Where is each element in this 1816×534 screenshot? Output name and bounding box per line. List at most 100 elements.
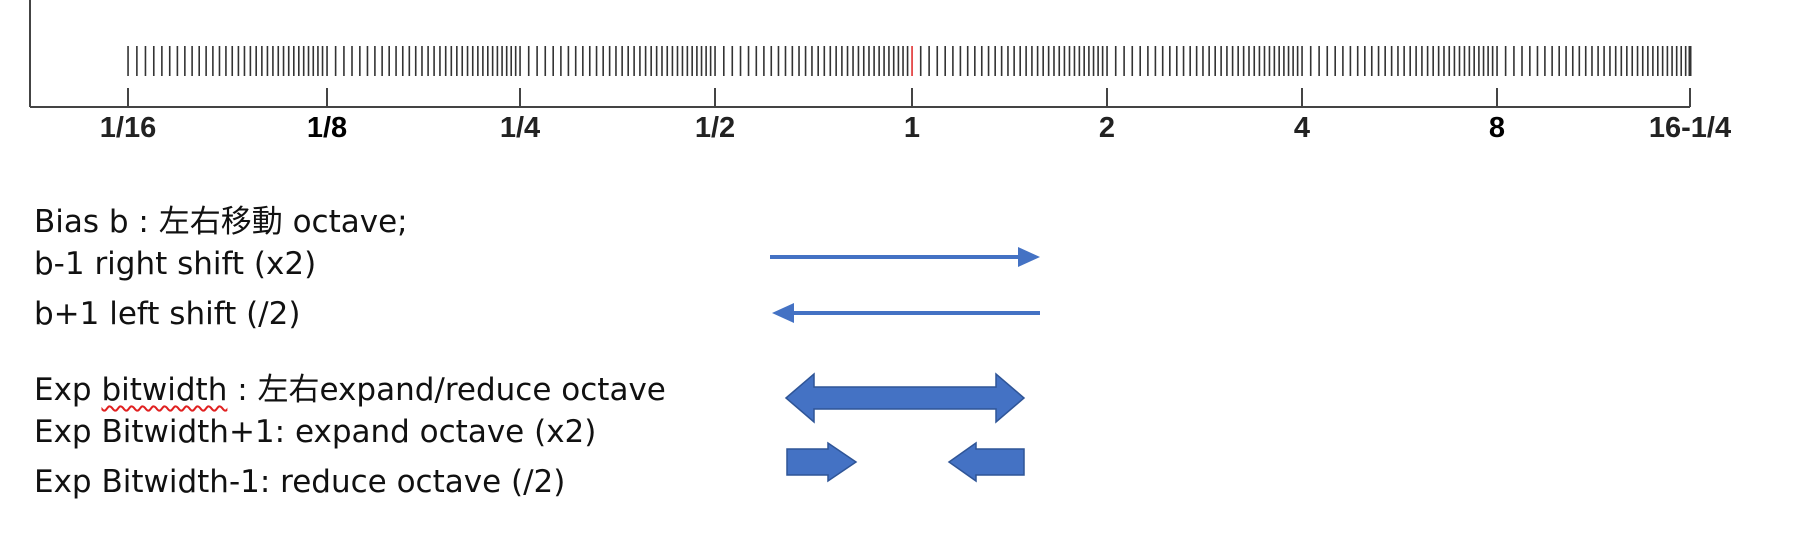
value-bar bbox=[1253, 46, 1256, 76]
value-bar bbox=[439, 46, 441, 76]
value-bar bbox=[1053, 46, 1055, 76]
bias-minus-note: b-1 right shift (x2) bbox=[34, 246, 317, 282]
value-bar bbox=[1273, 46, 1276, 76]
value-bar bbox=[1195, 46, 1198, 76]
value-bar bbox=[582, 46, 584, 76]
value-bar bbox=[700, 46, 703, 76]
value-bar bbox=[1448, 46, 1451, 76]
value-bar bbox=[343, 46, 345, 76]
value-bar bbox=[1097, 46, 1099, 76]
value-bar bbox=[1504, 46, 1507, 76]
value-bar bbox=[1432, 46, 1434, 76]
value-bar bbox=[1571, 46, 1574, 76]
value-bar bbox=[1278, 46, 1280, 76]
value-bar bbox=[691, 46, 693, 76]
value-bar bbox=[334, 46, 337, 76]
value-bar bbox=[878, 46, 880, 76]
value-bar bbox=[883, 46, 885, 76]
value-bar bbox=[739, 46, 742, 76]
value-bar bbox=[1397, 46, 1399, 76]
value-bar bbox=[519, 46, 521, 76]
value-bar bbox=[1248, 46, 1250, 76]
value-bar bbox=[868, 46, 870, 76]
value-bar bbox=[505, 46, 508, 76]
value-bar bbox=[1169, 46, 1171, 76]
value-bar bbox=[1675, 46, 1678, 76]
value-bar bbox=[994, 46, 996, 76]
value-bar bbox=[1443, 46, 1445, 76]
value-bar bbox=[1626, 46, 1628, 76]
value-bar bbox=[987, 46, 990, 76]
value-bar bbox=[401, 46, 404, 76]
value-bar bbox=[1591, 46, 1593, 76]
value-bar bbox=[255, 46, 257, 76]
value-bar bbox=[1283, 46, 1285, 76]
value-bar bbox=[1657, 46, 1659, 76]
value-bar bbox=[1614, 46, 1617, 76]
value-bar bbox=[1326, 46, 1329, 76]
value-bar bbox=[205, 46, 207, 76]
value-bar bbox=[1496, 46, 1498, 76]
value-bar bbox=[1647, 46, 1649, 76]
value-bar bbox=[1025, 46, 1027, 76]
value-bar bbox=[321, 46, 324, 76]
value-bar bbox=[359, 46, 361, 76]
value-bar bbox=[671, 46, 674, 76]
value-bar bbox=[639, 46, 641, 76]
value-bar bbox=[496, 46, 499, 76]
value-bar bbox=[527, 46, 530, 76]
value-one-bar bbox=[911, 46, 913, 76]
value-bar bbox=[466, 46, 469, 76]
value-bar bbox=[1426, 46, 1429, 76]
value-bar bbox=[297, 46, 300, 76]
value-bar bbox=[681, 46, 684, 76]
value-bar bbox=[1073, 46, 1076, 76]
value-bar bbox=[282, 46, 285, 76]
value-bar bbox=[829, 46, 832, 76]
value-bar bbox=[1529, 46, 1531, 76]
expand-reduce-double-arrow-icon bbox=[784, 372, 1026, 424]
tick-label: 16-1/4 bbox=[1648, 112, 1732, 144]
value-bar bbox=[501, 46, 503, 76]
value-bar bbox=[1036, 46, 1039, 76]
value-bar bbox=[567, 46, 570, 76]
value-bar bbox=[536, 46, 538, 76]
value-bar bbox=[302, 46, 305, 76]
value-bar bbox=[514, 46, 517, 76]
value-bar bbox=[1578, 46, 1581, 76]
value-bar bbox=[817, 46, 819, 76]
value-bar bbox=[709, 46, 712, 76]
value-bar bbox=[811, 46, 813, 76]
value-bar bbox=[1301, 46, 1303, 76]
value-bar bbox=[1513, 46, 1515, 76]
value-bar bbox=[1666, 46, 1669, 76]
value-bar bbox=[615, 46, 617, 76]
value-bar bbox=[906, 46, 909, 76]
value-bar bbox=[1551, 46, 1553, 76]
value-bar bbox=[491, 46, 494, 76]
value-bar bbox=[1147, 46, 1149, 76]
value-bar bbox=[686, 46, 689, 76]
value-bar bbox=[1342, 46, 1344, 76]
value-bar bbox=[588, 46, 591, 76]
value-bar bbox=[1544, 46, 1546, 76]
bias-title: Bias b : 左右移動 octave; bbox=[34, 204, 408, 240]
value-bar bbox=[1202, 46, 1204, 76]
value-bar bbox=[261, 46, 263, 76]
value-bar bbox=[784, 46, 787, 76]
value-bar bbox=[1263, 46, 1266, 76]
value-bar bbox=[1292, 46, 1294, 76]
value-bar bbox=[770, 46, 773, 76]
value-bar bbox=[602, 46, 604, 76]
value-bar bbox=[191, 46, 193, 76]
value-bar bbox=[231, 46, 234, 76]
value-bar bbox=[595, 46, 598, 76]
value-bar bbox=[381, 46, 383, 76]
tick-label: 1/4 bbox=[499, 112, 541, 144]
value-bar bbox=[471, 46, 474, 76]
value-bar bbox=[936, 46, 939, 76]
value-bar bbox=[374, 46, 376, 76]
value-bar bbox=[414, 46, 417, 76]
value-bar bbox=[1182, 46, 1185, 76]
value-bar bbox=[127, 46, 129, 76]
